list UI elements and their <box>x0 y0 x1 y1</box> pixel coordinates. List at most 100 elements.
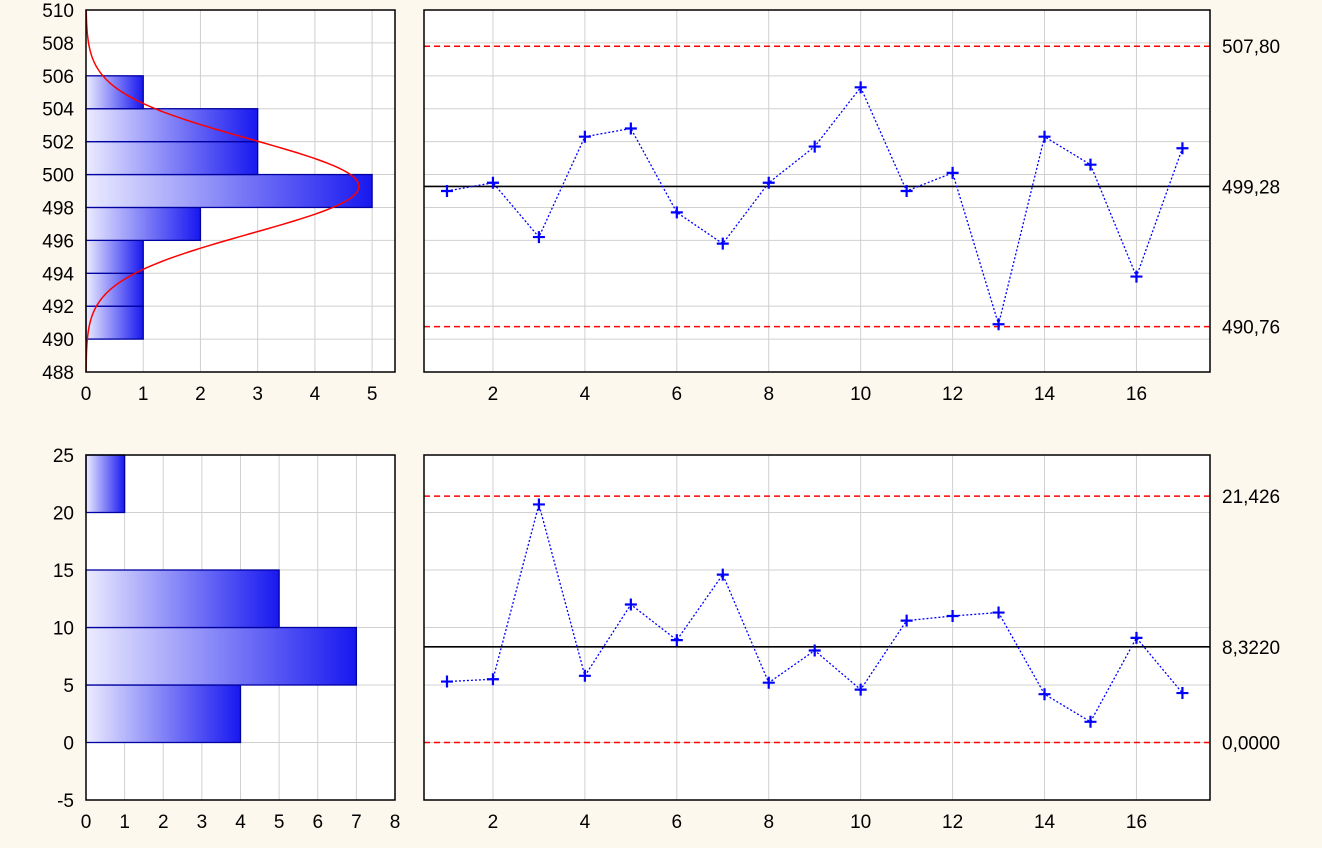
plot-frame <box>423 9 1211 373</box>
y-tick-label: 25 <box>53 446 74 467</box>
y-tick-label: 490 <box>42 330 74 351</box>
control-line-label: 507,80 <box>1222 37 1280 58</box>
histogram-bar <box>85 684 242 744</box>
y-tick-label: 5 <box>63 676 74 697</box>
x-tick-label: 6 <box>672 384 683 405</box>
histogram-bottom: 0 1 2 3 4 5 6 7 8 -5 0 5 10 15 20 25 <box>53 446 400 833</box>
x-tick-label: 4 <box>235 812 246 833</box>
data-point-marker <box>1130 270 1143 283</box>
x-tick-label: 3 <box>197 812 208 833</box>
control-line-label: 21,426 <box>1222 487 1280 508</box>
data-point-marker <box>854 683 867 696</box>
y-tick-label: 500 <box>42 166 74 187</box>
x-tick-label: 4 <box>580 812 591 833</box>
histogram-bar <box>85 108 259 143</box>
plot-area <box>424 10 1210 372</box>
histogram-bar <box>85 140 259 176</box>
x-tick-label: 12 <box>942 812 963 833</box>
x-tick-label: 1 <box>138 384 149 405</box>
data-point-marker <box>716 237 729 250</box>
x-tick-label: 8 <box>763 812 774 833</box>
y-tick-label: 10 <box>53 619 74 640</box>
x-tick-label: 12 <box>942 384 963 405</box>
data-point-marker <box>1038 688 1051 701</box>
data-point-marker <box>716 568 729 581</box>
data-point-marker <box>624 122 637 135</box>
histogram-bar <box>85 173 373 209</box>
plot-frame <box>85 454 396 801</box>
data-point-marker <box>486 176 499 189</box>
data-point-marker <box>440 185 453 197</box>
data-point-marker <box>1130 631 1143 644</box>
x-tick-label: 5 <box>367 384 378 405</box>
y-tick-label: 496 <box>42 231 74 252</box>
y-tick-label: 20 <box>53 504 74 525</box>
x-tick-label: 6 <box>672 812 683 833</box>
data-point-marker <box>992 318 1005 331</box>
x-tick-label: 7 <box>351 812 362 833</box>
y-tick-label: 488 <box>42 363 74 384</box>
x-tick-label: 2 <box>158 812 169 833</box>
y-tick-label: 504 <box>42 100 74 121</box>
plot-frame <box>423 454 1211 801</box>
x-tick-label: 6 <box>312 812 323 833</box>
y-tick-label: 502 <box>42 133 74 154</box>
control-line-label: 499,28 <box>1222 177 1280 198</box>
control-line-label: 8,3220 <box>1222 638 1280 659</box>
x-tick-label: 10 <box>850 384 871 405</box>
x-tick-label: 4 <box>310 384 321 405</box>
x-tick-label: 8 <box>763 384 774 405</box>
data-point-marker <box>670 634 683 647</box>
x-tick-label: 14 <box>1034 812 1056 833</box>
histogram-top: 0 1 2 3 4 5 488 490 492 494 496 498 500 502 504 506 508 5… <box>42 1 396 405</box>
x-tick-label: 2 <box>195 384 206 405</box>
histogram-bar <box>85 569 280 629</box>
data-point-marker <box>532 231 545 244</box>
data-point-marker <box>946 610 959 622</box>
y-tick-label: 492 <box>42 297 74 318</box>
x-tick-label: 4 <box>580 384 591 405</box>
xbar-chart: 507,80 499,28 490,76 2 4 6 8 10 12 14 16 <box>423 9 1280 405</box>
histogram-bar <box>85 626 358 686</box>
data-point-marker <box>808 140 821 153</box>
data-point-marker <box>670 206 683 219</box>
data-point-marker <box>992 606 1005 619</box>
y-tick-label: 15 <box>53 561 74 582</box>
histogram-bar <box>85 239 144 274</box>
data-point-marker <box>532 498 545 511</box>
x-tick-label: 1 <box>119 812 130 833</box>
x-tick-label: 0 <box>81 812 92 833</box>
data-point-marker <box>1084 715 1097 728</box>
data-point-marker <box>1176 142 1189 155</box>
x-tick-label: 16 <box>1126 812 1147 833</box>
normal-curve <box>85 9 360 373</box>
data-point-marker <box>624 598 637 611</box>
data-point-marker <box>486 673 499 686</box>
y-tick-label: 510 <box>42 1 74 22</box>
x-tick-label: 0 <box>81 384 92 405</box>
data-point-marker <box>440 675 453 688</box>
y-tick-label: 506 <box>42 67 74 88</box>
data-point-marker <box>578 130 591 143</box>
y-tick-label: 0 <box>63 734 74 755</box>
histogram-bar <box>85 75 144 110</box>
histogram-bar <box>85 454 126 514</box>
y-tick-label: 508 <box>42 34 74 55</box>
control-line-label: 0,0000 <box>1222 734 1280 755</box>
data-point-marker <box>854 81 867 94</box>
x-tick-label: 5 <box>274 812 285 833</box>
data-point-marker <box>900 614 913 627</box>
x-tick-label: 3 <box>252 384 263 405</box>
data-point-marker <box>1084 158 1097 171</box>
x-tick-label: 2 <box>488 812 499 833</box>
x-tick-label: 10 <box>850 812 871 833</box>
data-point-marker <box>762 676 775 689</box>
x-tick-label: 16 <box>1126 384 1147 405</box>
y-tick-label: -5 <box>57 791 74 812</box>
y-tick-label: 494 <box>42 264 74 285</box>
data-point-marker <box>1038 130 1051 143</box>
data-point-marker <box>762 176 775 189</box>
x-tick-label: 14 <box>1034 384 1056 405</box>
x-tick-label: 2 <box>488 384 499 405</box>
histogram-bar <box>85 206 202 242</box>
